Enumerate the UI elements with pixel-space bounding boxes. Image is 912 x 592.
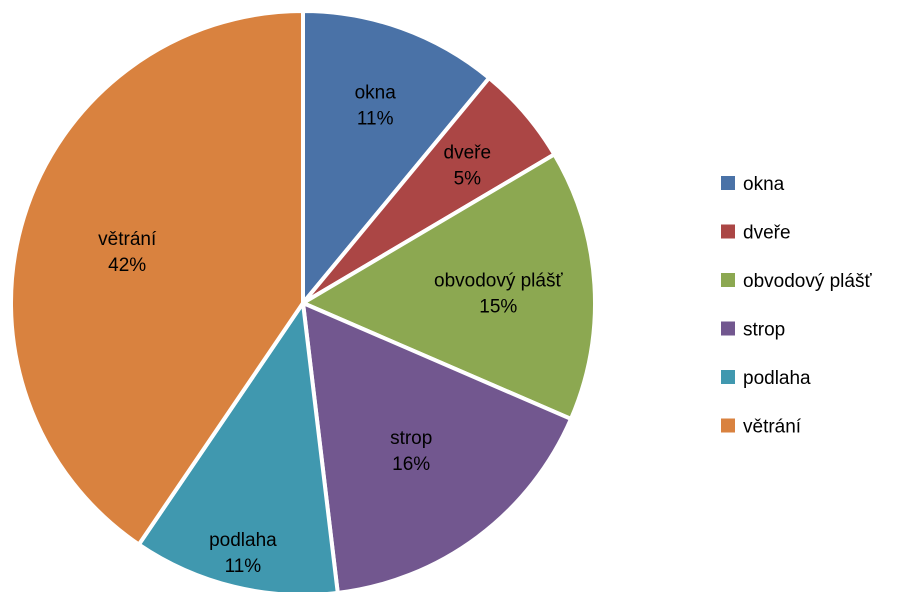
slice-label-name-3: strop — [390, 428, 432, 449]
pie-slice-2 — [301, 152, 597, 421]
legend-swatch-1 — [721, 224, 735, 239]
slice-label-percent-4: 11% — [225, 556, 262, 577]
legend-swatch-0 — [721, 176, 735, 190]
slice-label-percent-2: 15% — [479, 297, 517, 318]
pie-slice-5 — [9, 9, 305, 547]
legend-swatch-3 — [721, 321, 735, 336]
slice-label-name-1: dveře — [444, 143, 492, 164]
legend-label-5: větrání — [743, 417, 802, 438]
legend-label-2: obvodový plášť — [743, 271, 872, 292]
slice-label-name-4: podlaha — [209, 530, 277, 551]
slice-label-name-5: větrání — [98, 229, 157, 250]
slice-label-percent-5: 42% — [108, 255, 146, 276]
slice-label-percent-0: 11% — [357, 108, 394, 129]
slice-label-name-0: okna — [355, 82, 397, 103]
slice-label-name-2: obvodový plášť — [434, 271, 563, 292]
slice-labels: okna 11% dveře 5% obvodový plášť 15% strop 16% p… — [98, 82, 563, 576]
legend-swatch-5 — [721, 418, 735, 433]
legend-label-1: dveře — [743, 223, 791, 244]
legend-swatch-2 — [721, 273, 735, 287]
pie-slice-0 — [301, 9, 492, 305]
slice-label-percent-3: 16% — [392, 454, 430, 475]
slice-label-percent-1: 5% — [454, 169, 482, 190]
pie-slices — [9, 9, 597, 592]
legend: okna dveře obvodový plášť strop podlaha větrá… — [721, 174, 872, 438]
legend-label-4: podlaha — [743, 368, 811, 389]
legend-label-3: strop — [743, 320, 785, 341]
pie-slice-3 — [301, 301, 573, 592]
pie-slice-4 — [136, 301, 340, 592]
legend-label-0: okna — [743, 174, 785, 195]
legend-swatch-4 — [721, 370, 735, 384]
